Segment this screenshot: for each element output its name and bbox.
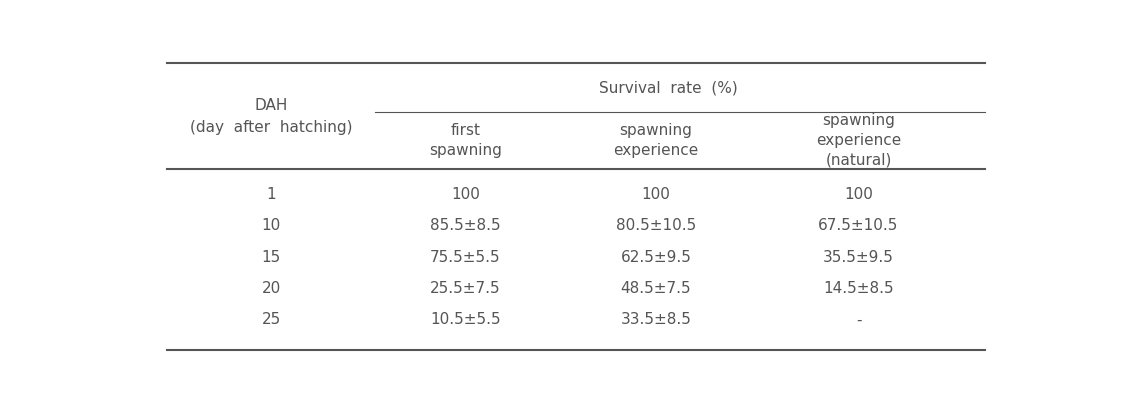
Text: spawning
experience: spawning experience [614, 123, 698, 158]
Text: first
spawning: first spawning [429, 123, 502, 158]
Text: -: - [855, 313, 861, 327]
Text: spawning
experience
(natural): spawning experience (natural) [816, 113, 901, 168]
Text: 100: 100 [642, 187, 670, 202]
Text: 75.5±5.5: 75.5±5.5 [430, 250, 501, 265]
Text: 20: 20 [262, 281, 281, 296]
Text: 1: 1 [266, 187, 275, 202]
Text: 33.5±8.5: 33.5±8.5 [620, 313, 691, 327]
Text: 62.5±9.5: 62.5±9.5 [620, 250, 691, 265]
Text: 10.5±5.5: 10.5±5.5 [430, 313, 501, 327]
Text: DAH
(day  after  hatching): DAH (day after hatching) [190, 98, 352, 135]
Text: 100: 100 [844, 187, 873, 202]
Text: 10: 10 [262, 219, 281, 233]
Text: 25.5±7.5: 25.5±7.5 [430, 281, 501, 296]
Text: 35.5±9.5: 35.5±9.5 [823, 250, 894, 265]
Text: Survival  rate  (%): Survival rate (%) [599, 81, 737, 96]
Text: 15: 15 [262, 250, 281, 265]
Text: 67.5±10.5: 67.5±10.5 [818, 219, 899, 233]
Text: 25: 25 [262, 313, 281, 327]
Text: 100: 100 [451, 187, 480, 202]
Text: 80.5±10.5: 80.5±10.5 [616, 219, 696, 233]
Text: 14.5±8.5: 14.5±8.5 [823, 281, 894, 296]
Text: 85.5±8.5: 85.5±8.5 [430, 219, 501, 233]
Text: 48.5±7.5: 48.5±7.5 [620, 281, 691, 296]
